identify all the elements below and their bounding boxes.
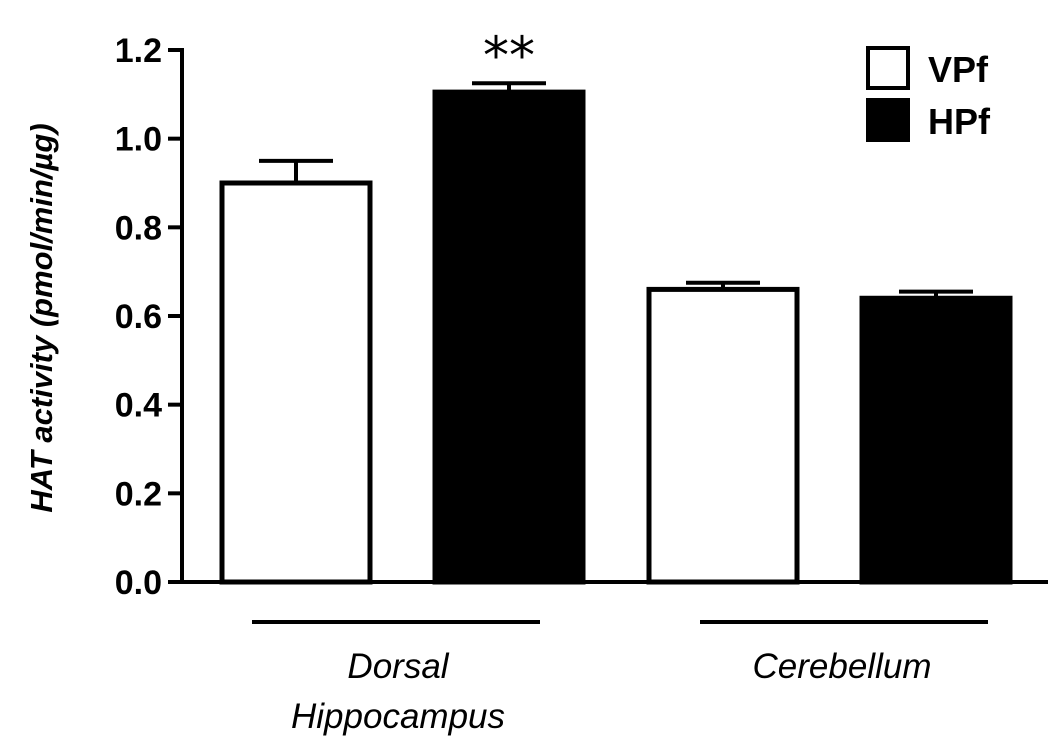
y-tick-label: 0.8 (115, 209, 162, 247)
legend: VPf HPf (866, 46, 991, 142)
bar-hpf (859, 295, 1013, 585)
bars (219, 81, 1013, 585)
bar-hpf (432, 89, 586, 585)
significance-marker: ** (483, 26, 535, 86)
x-category-label: Hippocampus (291, 697, 505, 736)
annotations: ** (483, 26, 535, 86)
y-tick-label: 0.2 (115, 475, 162, 513)
x-category-label: Dorsal (347, 647, 449, 686)
y-axis-label: HAT activity (pmol/min/µg) (24, 123, 59, 512)
y-axis: 0.0 0.2 0.4 0.6 0.8 1.0 1.2 (115, 32, 184, 602)
legend-swatch-vpf (866, 46, 910, 90)
legend-swatch-hpf (866, 98, 910, 142)
bar-vpf (219, 180, 373, 585)
bar-vpf (646, 286, 800, 585)
legend-label-hpf: HPf (928, 101, 991, 142)
y-tick-label: 0.4 (115, 387, 162, 425)
y-tick-label: 1.2 (115, 32, 162, 70)
y-tick-label: 0.0 (115, 564, 162, 602)
x-category-label: Cerebellum (753, 647, 932, 686)
y-tick-label: 0.6 (115, 298, 162, 336)
group-labels: Dorsal Hippocampus Cerebellum (252, 620, 988, 736)
legend-label-vpf: VPf (928, 49, 989, 90)
y-tick-label: 1.0 (115, 121, 162, 159)
